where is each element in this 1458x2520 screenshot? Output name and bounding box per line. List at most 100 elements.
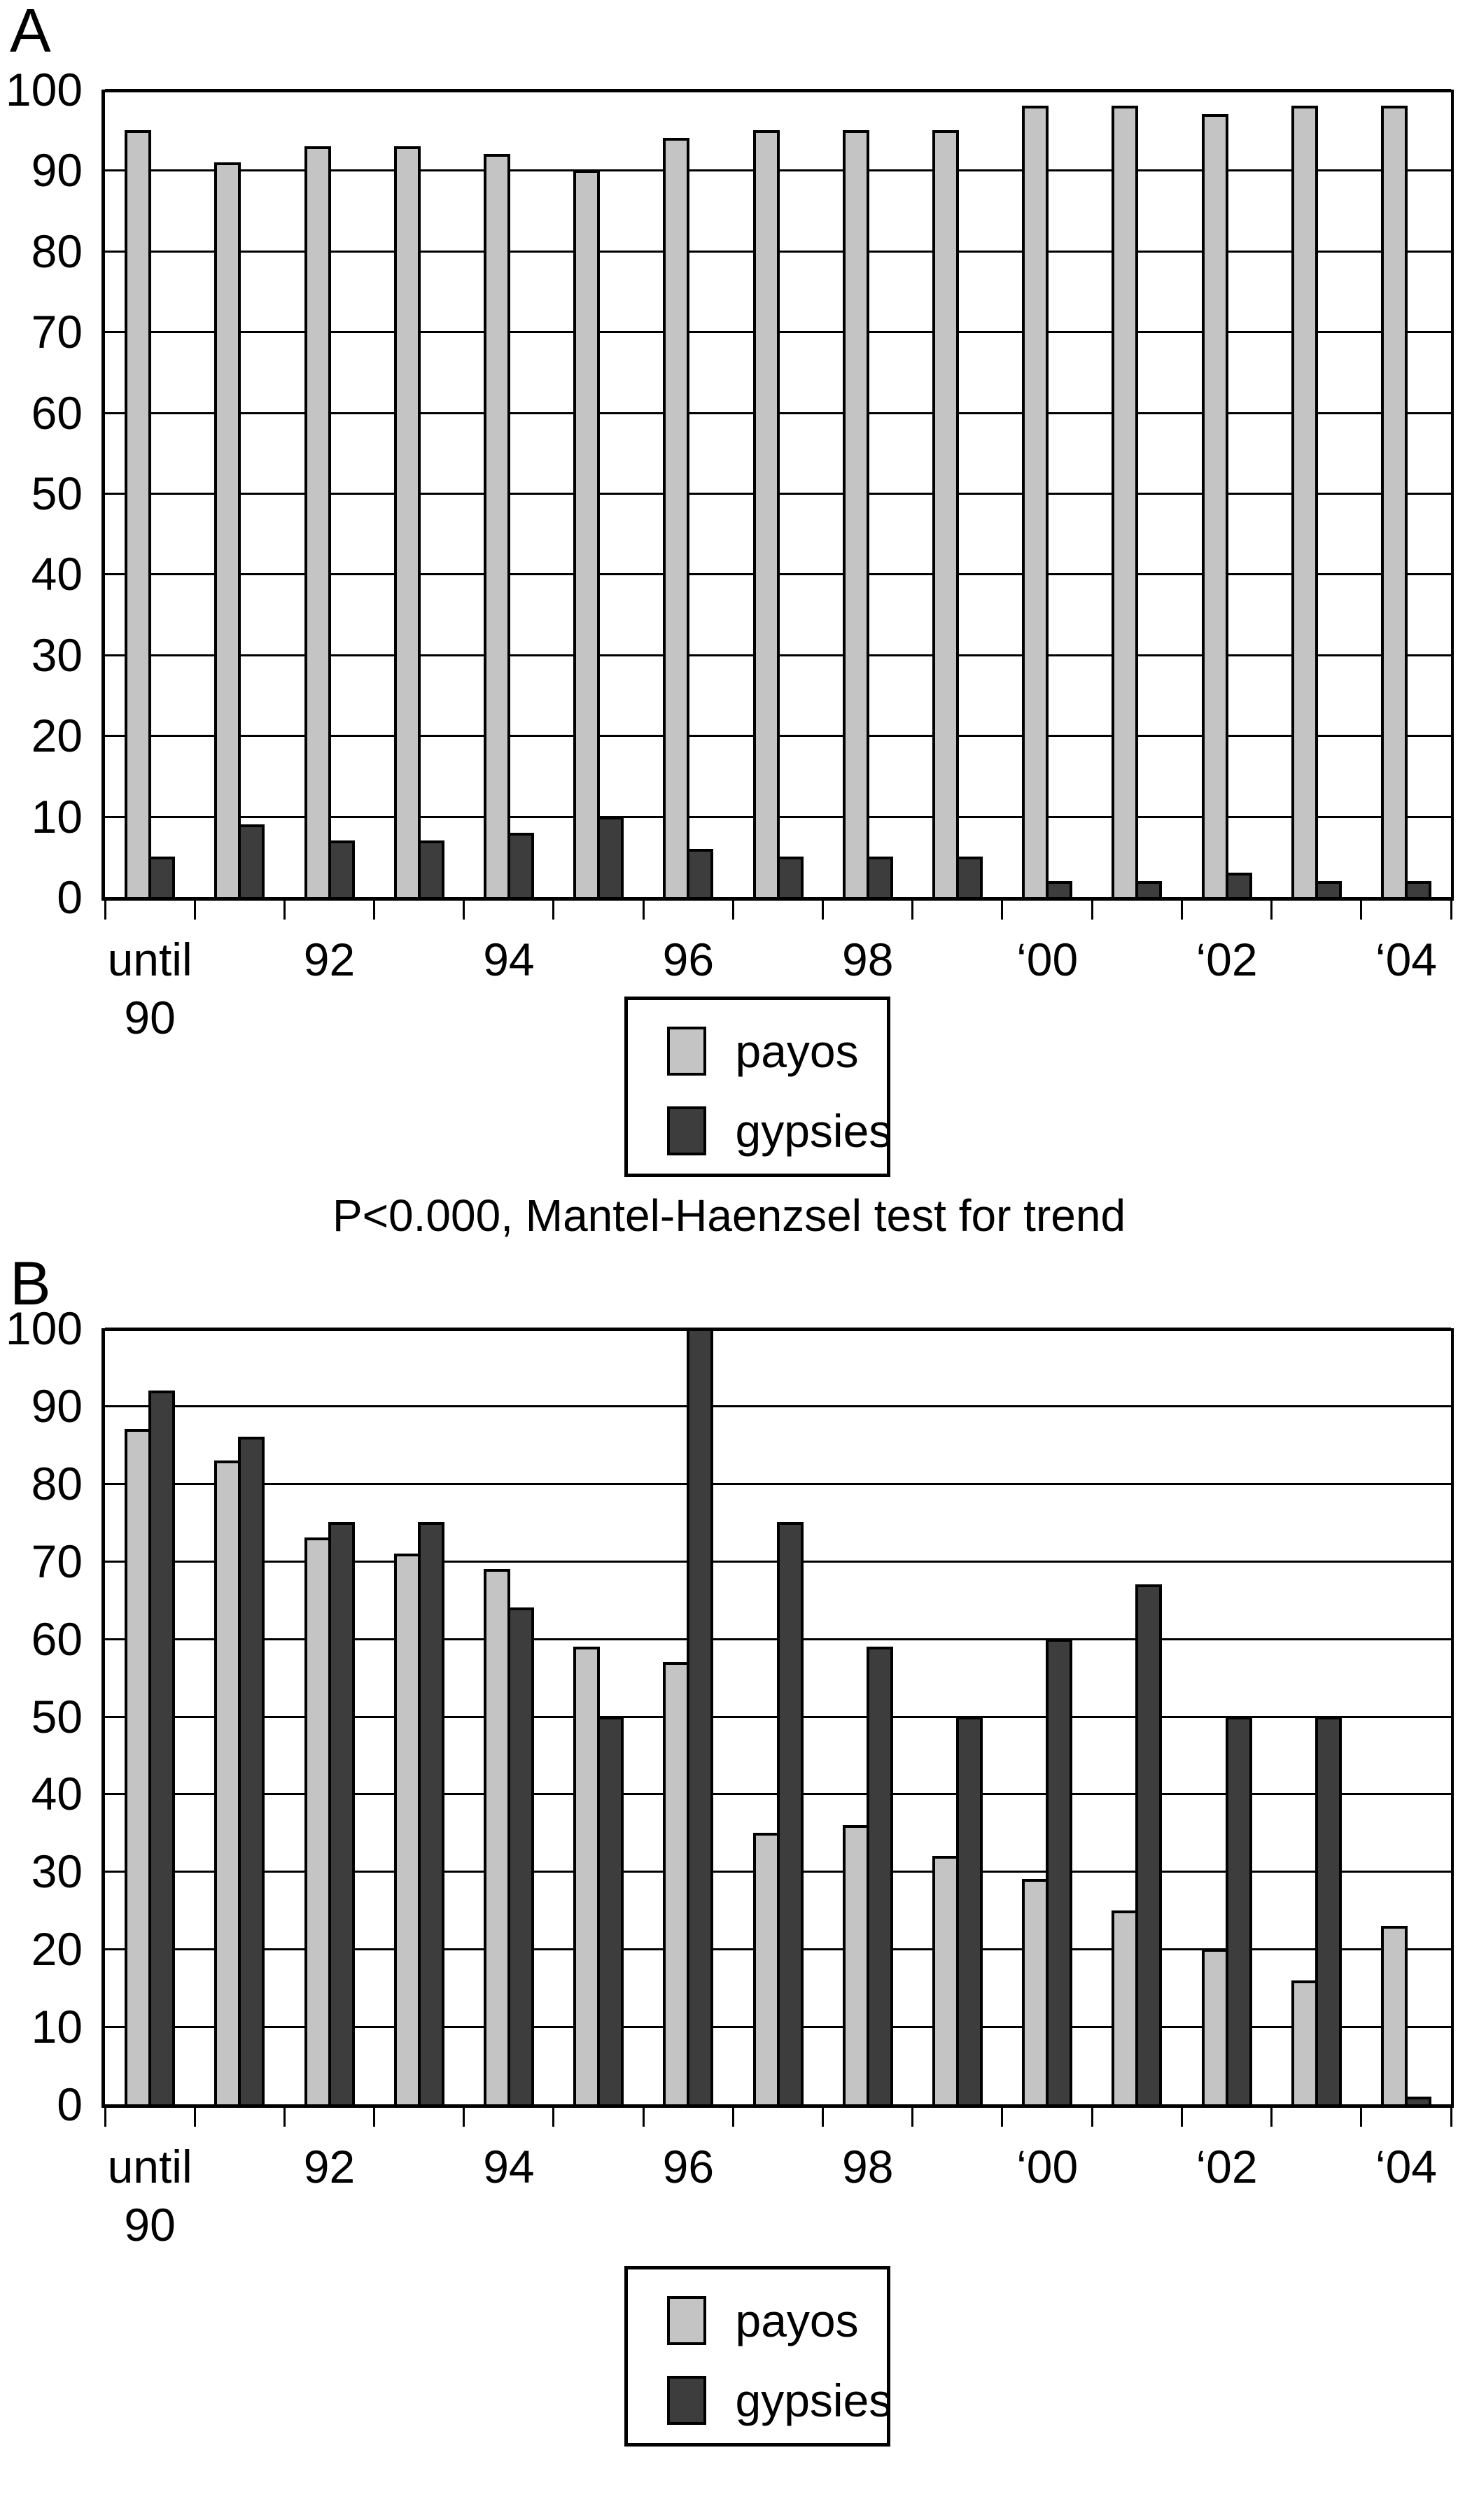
bar-gypsies [776, 1522, 804, 2104]
category-slot [1002, 90, 1092, 897]
y-axis-label: 40 [31, 1768, 83, 1820]
bar-gypsies [1135, 880, 1163, 897]
y-axis-label: 30 [31, 1845, 83, 1898]
axis-tick [193, 901, 196, 920]
category-slot [105, 1328, 195, 2104]
axis-tick [911, 901, 914, 920]
axis-tick [1001, 901, 1004, 920]
category-slot [105, 90, 195, 897]
bar-gypsies [1404, 2096, 1431, 2104]
legend-item-payos: payos [666, 1027, 873, 1076]
panel-b-plot: 0 10 20 30 40 50 60 70 80 90 100 until 90 92 94 96 98 ‘0… [6, 1305, 1454, 2251]
payos-swatch [666, 1027, 706, 1076]
y-axis-label: 0 [57, 871, 83, 923]
bar-gypsies [1315, 1716, 1342, 2104]
x-axis-label [913, 931, 1002, 1046]
x-axis-label [1092, 931, 1182, 1046]
x-axis-labels: until 90 92 94 96 98 ‘00 ‘02 ‘04 [105, 2138, 1451, 2253]
panel-a: A 0 10 20 30 40 50 60 70 80 90 100 until 90 92 94 96 98… [0, 0, 1458, 1253]
bar-payos [1112, 1910, 1139, 2104]
category-slot [195, 90, 284, 897]
bar-gypsies [148, 857, 176, 897]
axis-tick [642, 2108, 645, 2127]
legend-item-label: payos [735, 2295, 859, 2346]
x-axis-label [195, 931, 284, 1046]
axis-tick [1360, 2108, 1363, 2127]
category-slot [1182, 90, 1271, 897]
axis-tick [193, 2108, 196, 2127]
panel-a-plot: 0 10 20 30 40 50 60 70 80 90 100 until 90 92 94 96 98 ‘0… [6, 66, 1454, 1043]
category-slot [733, 90, 822, 897]
bar-payos [573, 170, 601, 897]
gridline-90 [105, 1405, 1451, 1407]
bar-gypsies [148, 1390, 176, 2104]
bar-gypsies [507, 832, 534, 897]
y-axis-label: 100 [5, 64, 83, 115]
gridline-100 [105, 1328, 1451, 1331]
y-axis-label: 70 [31, 306, 83, 358]
bar-payos [1022, 1879, 1049, 2104]
bar-payos [393, 1553, 421, 2104]
axis-tick [552, 2108, 555, 2127]
gypsies-swatch [666, 2376, 706, 2425]
bar-gypsies [417, 1522, 444, 2104]
axis-tick [373, 2108, 376, 2127]
y-axis-label: 100 [5, 1302, 83, 1354]
category-slot [1361, 1328, 1451, 2104]
y-axis-label: 60 [31, 386, 83, 439]
bar-gypsies [1404, 880, 1431, 897]
bar-gypsies [687, 848, 714, 897]
y-axis-label: 0 [57, 2078, 83, 2130]
bar-payos [842, 129, 869, 897]
category-slot [823, 90, 913, 897]
x-axis-label: until 90 [107, 2141, 192, 2251]
category-slot [823, 1328, 913, 2104]
panel-b: B 0 10 20 30 40 50 60 70 80 90 100 until 90 92 94 96 98… [0, 1253, 1458, 2520]
y-axis-label: 50 [31, 467, 83, 519]
axis-tick [104, 901, 106, 920]
category-slot [643, 1328, 733, 2104]
bar-payos [393, 146, 421, 897]
x-axis-label: 98 [842, 934, 894, 985]
legend-item-gypsies: gypsies [666, 2376, 892, 2425]
bar-gypsies [238, 1437, 265, 2104]
axis-tick [373, 901, 376, 920]
axis-tick [822, 2108, 825, 2127]
bar-gypsies [1225, 1716, 1252, 2104]
bar-gypsies [1315, 880, 1342, 897]
x-axis-label: ‘02 [1196, 2141, 1258, 2192]
x-axis-label [1092, 2138, 1182, 2253]
axis-tick [1180, 2108, 1183, 2127]
x-axis-label [374, 931, 464, 1046]
bar-gypsies [955, 857, 983, 897]
x-axis-label: until 90 [107, 934, 192, 1043]
bar-payos [304, 1537, 331, 2104]
bar-payos [483, 154, 510, 897]
x-axis-label: 98 [842, 2141, 894, 2192]
category-slot [1361, 90, 1451, 897]
panel-b-label: B [10, 1248, 51, 1318]
bar-payos [125, 1429, 152, 2104]
category-slot [643, 90, 733, 897]
legend-item-label: gypsies [735, 1105, 892, 1157]
bar-gypsies [776, 857, 804, 897]
axis-tick [1450, 2108, 1452, 2127]
panel-b-legend: payos gypsies [624, 2266, 892, 2447]
bar-gypsies [866, 1646, 893, 2104]
bar-payos [214, 162, 241, 897]
x-axis-label: 94 [483, 934, 535, 985]
x-axis-label [913, 2138, 1002, 2253]
bar-payos [1112, 106, 1139, 897]
y-axis-label: 10 [31, 790, 83, 843]
y-axis-label: 40 [31, 548, 83, 600]
x-axis-label: ‘00 [1016, 2141, 1079, 2192]
bar-payos [842, 1824, 869, 2104]
legend-item-payos: payos [666, 2295, 873, 2346]
bar-payos [663, 138, 690, 897]
axis-tick [1091, 901, 1093, 920]
bar-gypsies [1046, 880, 1073, 897]
x-axis-label: 96 [662, 2141, 715, 2192]
axis-tick [552, 901, 555, 920]
x-axis-label: 96 [662, 934, 715, 985]
axis-tick [731, 2108, 734, 2127]
